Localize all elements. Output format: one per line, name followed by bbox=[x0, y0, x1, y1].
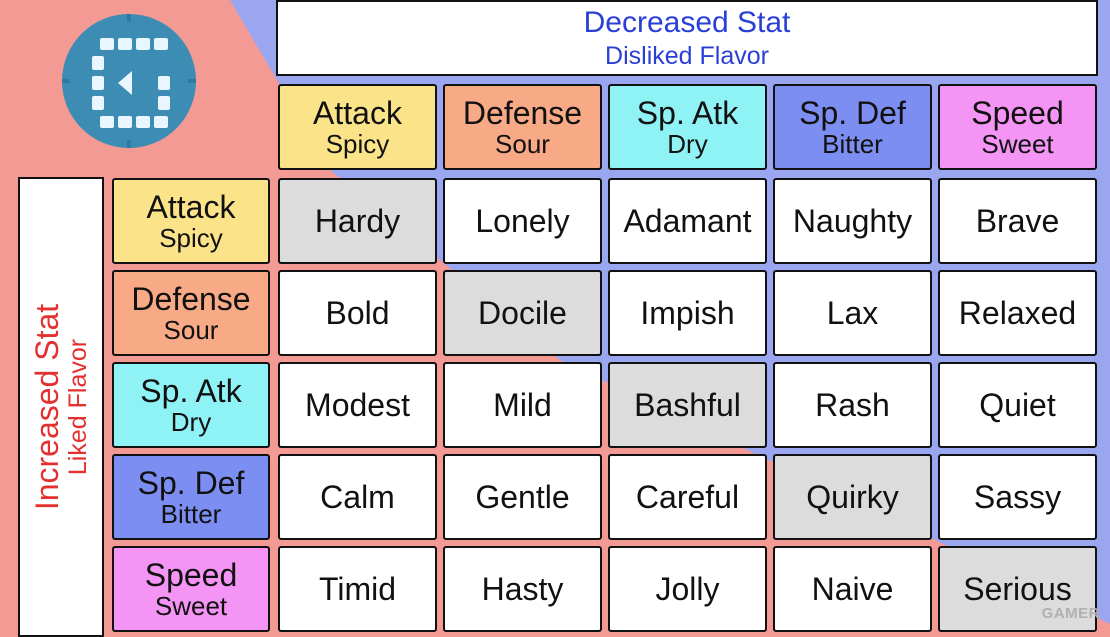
nature-cell-docile: Docile bbox=[443, 270, 602, 356]
row-header-sp-def: Sp. Def Bitter bbox=[112, 454, 270, 540]
row-flavor-label: Spicy bbox=[159, 223, 223, 253]
nature-cell-rash: Rash bbox=[773, 362, 932, 448]
column-stat-label: Sp. Def bbox=[799, 95, 906, 131]
nature-cell-careful: Careful bbox=[608, 454, 767, 540]
decreased-stat-header: Decreased Stat Disliked Flavor bbox=[276, 0, 1098, 76]
increased-stat-title: Increased Stat bbox=[29, 303, 66, 511]
nature-cell-brave: Brave bbox=[938, 178, 1097, 264]
nature-cell-quirky: Quirky bbox=[773, 454, 932, 540]
nature-cell-calm: Calm bbox=[278, 454, 437, 540]
nature-cell-timid: Timid bbox=[278, 546, 437, 632]
row-flavor-label: Dry bbox=[170, 407, 212, 437]
column-header-sp-atk: Sp. Atk Dry bbox=[608, 84, 767, 170]
increased-stat-header: Increased Stat Liked Flavor bbox=[18, 177, 104, 637]
row-header-speed: Speed Sweet bbox=[112, 546, 270, 632]
column-stat-label: Defense bbox=[462, 95, 583, 131]
row-header-attack: Attack Spicy bbox=[112, 178, 270, 264]
nature-cell-sassy: Sassy bbox=[938, 454, 1097, 540]
nature-cell-naive: Naive bbox=[773, 546, 932, 632]
nature-cell-impish: Impish bbox=[608, 270, 767, 356]
nature-cell-quiet: Quiet bbox=[938, 362, 1097, 448]
nature-cell-lax: Lax bbox=[773, 270, 932, 356]
row-stat-label: Sp. Atk bbox=[140, 373, 242, 409]
nature-cell-naughty: Naughty bbox=[773, 178, 932, 264]
nature-cell-gentle: Gentle bbox=[443, 454, 602, 540]
liked-flavor-subtitle: Liked Flavor bbox=[63, 338, 92, 476]
nature-cell-hardy: Hardy bbox=[278, 178, 437, 264]
row-stat-label: Attack bbox=[146, 189, 236, 225]
column-header-sp-def: Sp. Def Bitter bbox=[773, 84, 932, 170]
column-flavor-label: Sour bbox=[495, 129, 550, 159]
column-stat-label: Speed bbox=[971, 95, 1064, 131]
row-header-sp-atk: Sp. Atk Dry bbox=[112, 362, 270, 448]
column-stat-label: Attack bbox=[313, 95, 402, 131]
nature-cell-bold: Bold bbox=[278, 270, 437, 356]
column-flavor-label: Bitter bbox=[822, 129, 883, 159]
nature-cell-hasty: Hasty bbox=[443, 546, 602, 632]
nature-cell-modest: Modest bbox=[278, 362, 437, 448]
column-header-speed: Speed Sweet bbox=[938, 84, 1097, 170]
column-header-attack: Attack Spicy bbox=[278, 84, 437, 170]
nature-cell-jolly: Jolly bbox=[608, 546, 767, 632]
column-flavor-label: Dry bbox=[667, 129, 708, 159]
row-flavor-label: Sweet bbox=[154, 591, 228, 621]
row-flavor-label: Bitter bbox=[160, 499, 222, 529]
disliked-flavor-subtitle: Disliked Flavor bbox=[605, 41, 769, 70]
nature-cell-lonely: Lonely bbox=[443, 178, 602, 264]
nature-cell-mild: Mild bbox=[443, 362, 602, 448]
decreased-stat-title: Decreased Stat bbox=[583, 5, 791, 39]
nature-cell-adamant: Adamant bbox=[608, 178, 767, 264]
nature-cell-relaxed: Relaxed bbox=[938, 270, 1097, 356]
row-stat-label: Sp. Def bbox=[137, 465, 245, 501]
column-header-defense: Defense Sour bbox=[443, 84, 602, 170]
nature-cell-bashful: Bashful bbox=[608, 362, 767, 448]
column-stat-label: Sp. Atk bbox=[636, 95, 739, 131]
nature-cell-serious: Serious bbox=[938, 546, 1097, 632]
row-stat-label: Speed bbox=[144, 557, 238, 593]
column-flavor-label: Spicy bbox=[325, 129, 390, 159]
column-flavor-label: Sweet bbox=[981, 129, 1054, 159]
gamer-guides-logo-icon bbox=[62, 14, 196, 148]
row-header-defense: Defense Sour bbox=[112, 270, 270, 356]
row-stat-label: Defense bbox=[131, 281, 251, 317]
row-flavor-label: Sour bbox=[163, 315, 219, 345]
watermark: GAMER bbox=[1041, 605, 1100, 622]
